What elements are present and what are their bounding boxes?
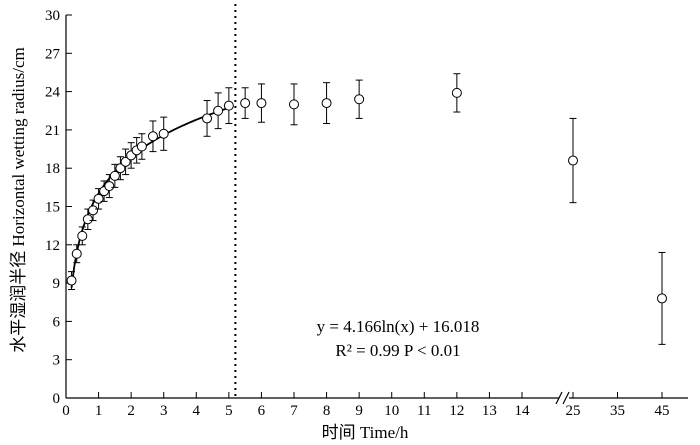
x-tick-label: 6 <box>258 403 266 419</box>
data-point <box>109 170 120 181</box>
data-point <box>88 205 99 216</box>
x-tick-label: 10 <box>384 403 399 419</box>
x-tick-label: 5 <box>225 403 233 419</box>
x-tick-label: 12 <box>449 403 464 419</box>
data-point <box>321 98 332 109</box>
y-tick-label: 6 <box>53 314 61 330</box>
data-point <box>147 131 158 142</box>
x-tick-label: 7 <box>290 403 298 419</box>
data-point <box>93 193 104 204</box>
data-point <box>136 141 147 152</box>
x-axis-break-mark <box>555 391 563 405</box>
x-tick-label: 8 <box>323 403 331 419</box>
y-tick-label: 18 <box>45 161 60 177</box>
y-tick-label: 9 <box>53 276 61 292</box>
x-tick-label: 1 <box>95 403 103 419</box>
data-point <box>71 248 82 259</box>
data-point <box>256 98 267 109</box>
data-point <box>223 100 234 111</box>
x-tick-label: 0 <box>62 403 70 419</box>
data-point <box>158 128 169 139</box>
x-tick-label: 14 <box>515 403 531 419</box>
x-tick-label: 11 <box>417 403 431 419</box>
y-tick-label: 3 <box>53 353 61 369</box>
x-tick-label: 2 <box>127 403 135 419</box>
data-point <box>77 230 88 241</box>
x-tick-label: 25 <box>566 403 581 419</box>
x-tick-label: 9 <box>355 403 363 419</box>
y-tick-label: 15 <box>45 200 60 216</box>
x-tick-label: 3 <box>160 403 168 419</box>
fit-stats-label: R² = 0.99 P < 0.01 <box>335 341 460 360</box>
fit-equation-label: y = 4.166ln(x) + 16.018 <box>317 317 480 336</box>
data-point <box>202 113 213 124</box>
x-tick-label: 4 <box>193 403 201 419</box>
data-point <box>82 214 93 225</box>
x-tick-label: 45 <box>655 403 670 419</box>
data-point <box>451 87 462 98</box>
y-tick-label: 24 <box>45 85 61 101</box>
y-tick-label: 30 <box>45 8 60 24</box>
y-tick-label: 21 <box>45 123 60 139</box>
data-point <box>240 98 251 109</box>
data-point <box>289 99 299 110</box>
data-point <box>115 163 126 174</box>
data-point <box>657 293 667 304</box>
y-axis-title: 水平湿润半径 Horizontal wetting radius/cm <box>9 47 28 352</box>
y-tick-label: 0 <box>53 391 61 407</box>
data-point <box>354 94 365 105</box>
x-tick-label: 13 <box>482 403 497 419</box>
data-point <box>568 155 578 166</box>
x-axis-title: 时间 Time/h <box>322 423 409 442</box>
data-point <box>66 275 77 286</box>
data-point <box>213 105 224 116</box>
data-point <box>120 156 131 167</box>
y-tick-label: 27 <box>45 46 61 62</box>
x-tick-label: 35 <box>610 403 625 419</box>
y-tick-label: 12 <box>45 238 60 254</box>
x-axis-break-mark <box>562 391 570 405</box>
data-point <box>104 181 115 192</box>
